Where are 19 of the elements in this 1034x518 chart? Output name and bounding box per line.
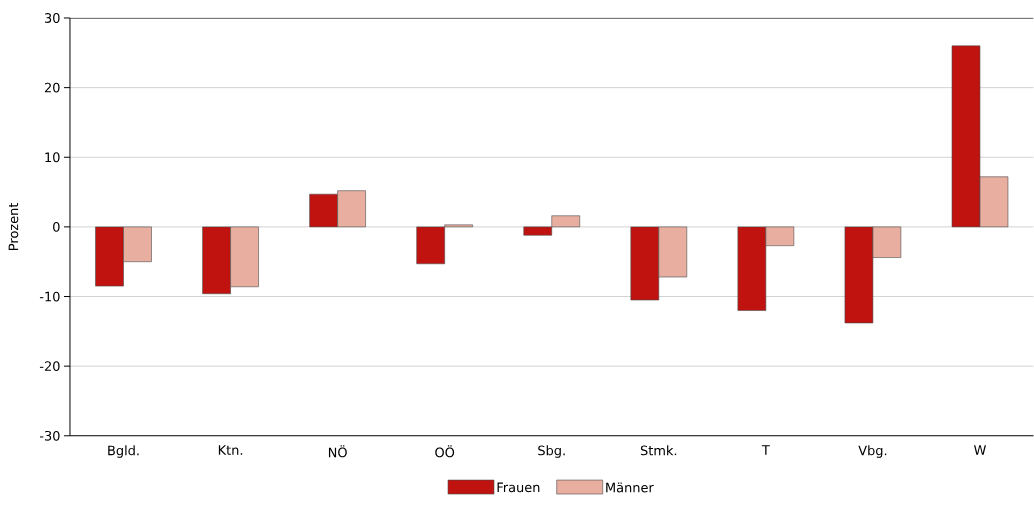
x-tick-label: Stmk. (640, 445, 677, 456)
x-tick-label: Ktn. (218, 445, 243, 455)
x-tick-label: T (761, 445, 770, 455)
x-tick-label: OÖ (435, 445, 455, 458)
x-tick-label: NÖ (328, 445, 347, 458)
y-tick-label: -30 (39, 431, 60, 441)
y-tick-label: 10 (45, 152, 60, 163)
y-axis-title: Prozent (8, 203, 19, 251)
y-tick-label: 30 (44, 13, 60, 24)
y-tick-label: -10 (39, 291, 60, 302)
y-tick-label: -20 (39, 361, 60, 372)
legend-label: Frauen (497, 482, 540, 493)
y-tick-label: 20 (44, 82, 60, 93)
y-tick-label: 0 (53, 222, 60, 232)
x-tick-label: Sbg. (538, 445, 565, 458)
x-tick-label: Vbg. (858, 445, 887, 458)
legend-label: Männer (606, 482, 654, 493)
x-tick-label: Bgld. (108, 445, 139, 458)
x-tick-label: W (974, 445, 986, 455)
